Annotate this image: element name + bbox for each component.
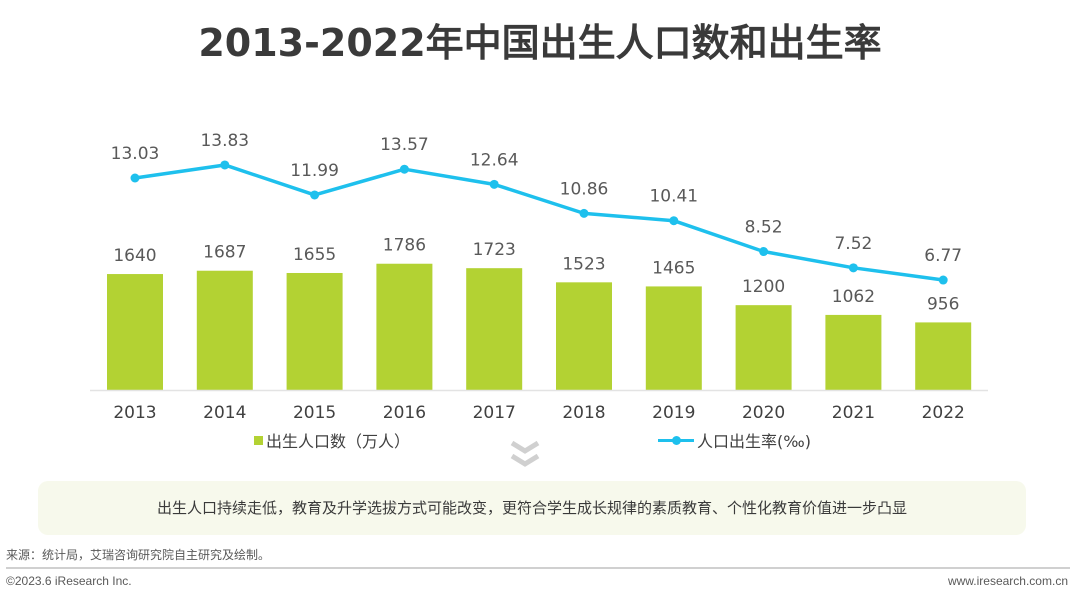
line-path — [134, 163, 944, 282]
bar-2017 — [466, 268, 523, 390]
page-title: 2013-2022年中国出生人口数和出生率 — [198, 21, 882, 65]
bar-2016 — [376, 263, 433, 390]
x-tick-2014: 2014 — [203, 403, 246, 423]
x-tick-2018: 2018 — [562, 403, 605, 423]
x-axis-ticks: 2013 2014 2015 2016 2017 2018 2019 2020 2021 2022 — [113, 403, 964, 423]
x-tick-2022: 2022 — [922, 403, 965, 423]
line-label-2020: 8.52 — [745, 218, 783, 238]
legend-line-label: 人口出生率(‰) — [697, 432, 811, 451]
line-point-2015 — [310, 190, 320, 200]
line-point-2016 — [399, 164, 409, 174]
line-label-2013: 13.03 — [111, 144, 160, 164]
bar-label-2013: 1640 — [113, 246, 156, 266]
bar-2014 — [196, 270, 253, 390]
bar-label-2020: 1200 — [742, 277, 785, 297]
legend-line-swatch — [658, 433, 694, 447]
x-tick-2019: 2019 — [652, 403, 695, 423]
bar-2015 — [286, 272, 343, 390]
line-label-2019: 10.41 — [649, 187, 698, 207]
bar-series: 1640 1687 1655 1786 1723 1523 1465 1200 1062 956 — [107, 236, 972, 390]
line-point-2020 — [759, 247, 769, 257]
line-label-2015: 11.99 — [290, 161, 339, 181]
bar-label-2015: 1655 — [293, 245, 336, 265]
line-label-2018: 10.86 — [560, 179, 609, 199]
x-tick-2015: 2015 — [293, 403, 336, 423]
bar-2021 — [825, 314, 882, 390]
footer-divider — [6, 567, 1070, 569]
line-label-2021: 7.52 — [834, 234, 872, 254]
bar-label-2016: 1786 — [383, 236, 426, 256]
line-label-2022: 6.77 — [924, 246, 962, 266]
bar-2013 — [107, 274, 163, 390]
website-link[interactable]: www.iresearch.com.cn — [947, 574, 1068, 588]
line-point-2013 — [130, 173, 140, 183]
line-point-2021 — [848, 263, 858, 273]
bar-2020 — [735, 305, 792, 390]
line-point-2022 — [938, 275, 948, 285]
line-series: 13.03 13.83 11.99 13.57 12.64 10.86 10.41 8.52 7… — [111, 131, 962, 285]
line-label-2014: 13.83 — [200, 131, 249, 151]
legend-bar-swatch — [254, 435, 263, 445]
x-tick-2016: 2016 — [383, 403, 426, 423]
line-label-2017: 12.64 — [470, 150, 519, 170]
x-tick-2017: 2017 — [473, 403, 516, 423]
bar-2019 — [645, 286, 702, 390]
bar-label-2019: 1465 — [652, 258, 695, 278]
bar-label-2022: 956 — [927, 294, 959, 314]
bar-label-2014: 1687 — [203, 243, 246, 263]
bar-2022 — [915, 322, 972, 390]
summary-box: 出生人口持续走低，教育及升学选拔方式可能改变，更符合学生成长规律的素质教育、个性… — [38, 481, 1026, 535]
x-tick-2020: 2020 — [742, 403, 785, 423]
line-point-2014 — [220, 160, 230, 170]
x-tick-2021: 2021 — [832, 403, 875, 423]
line-point-2018 — [579, 208, 589, 218]
bar-label-2017: 1723 — [473, 240, 516, 260]
bar-2018 — [556, 282, 612, 390]
legend-bar-label: 出生人口数（万人） — [266, 432, 411, 451]
legend-line: 人口出生率(‰) — [658, 428, 811, 452]
double-chevron-down-icon — [510, 440, 540, 467]
x-tick-2013: 2013 — [113, 403, 156, 423]
bar-label-2021: 1062 — [832, 287, 875, 307]
line-point-2017 — [489, 179, 499, 189]
bar-label-2018: 1523 — [562, 254, 605, 274]
copyright: ©2023.6 iResearch Inc. — [6, 574, 132, 588]
line-label-2016: 13.57 — [380, 135, 429, 155]
legend-bar: 出生人口数（万人） — [254, 428, 410, 452]
line-point-2019 — [669, 216, 679, 226]
source-note: 来源：统计局，艾瑞咨询研究院自主研究及绘制。 — [6, 548, 271, 562]
summary-text: 出生人口持续走低，教育及升学选拔方式可能改变，更符合学生成长规律的素质教育、个性… — [156, 499, 907, 517]
